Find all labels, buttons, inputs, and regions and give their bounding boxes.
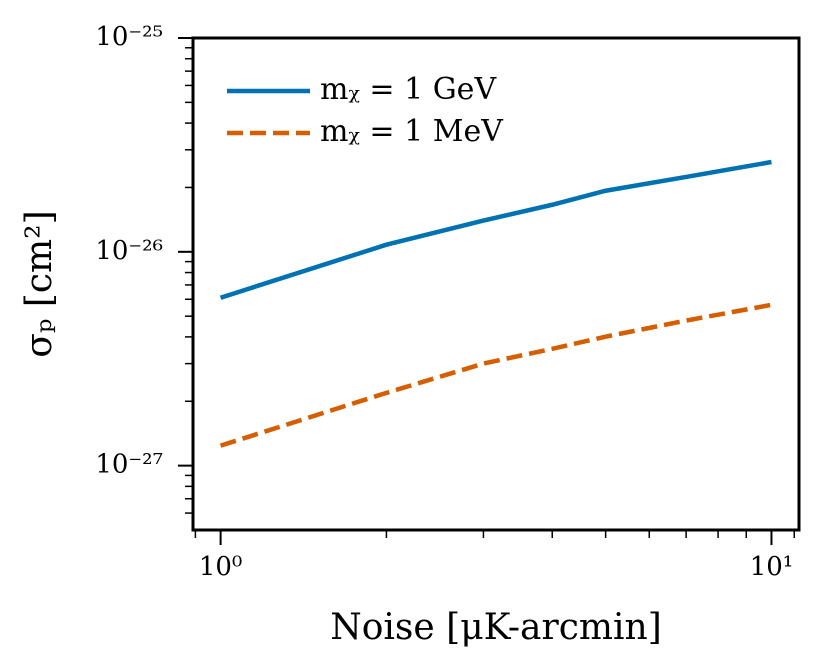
y-tick-label: 10⁻²⁶	[95, 236, 163, 266]
x-tick-label: 10⁰	[199, 552, 243, 582]
y-axis-label: σₚ [cm²]	[19, 210, 60, 357]
line-series	[219, 302, 772, 448]
line-series	[219, 159, 772, 300]
x-axis-label: Noise [μK-arcmin]	[330, 607, 662, 648]
legend-label: mᵪ = 1 MeV	[320, 114, 504, 149]
y-tick-label: 10⁻²⁷	[95, 450, 163, 480]
plot-frame	[191, 36, 801, 532]
y-tick-label: 10⁻²⁵	[95, 22, 163, 52]
legend-label: mᵪ = 1 GeV	[320, 72, 497, 107]
x-tick-label: 10¹	[750, 552, 794, 582]
